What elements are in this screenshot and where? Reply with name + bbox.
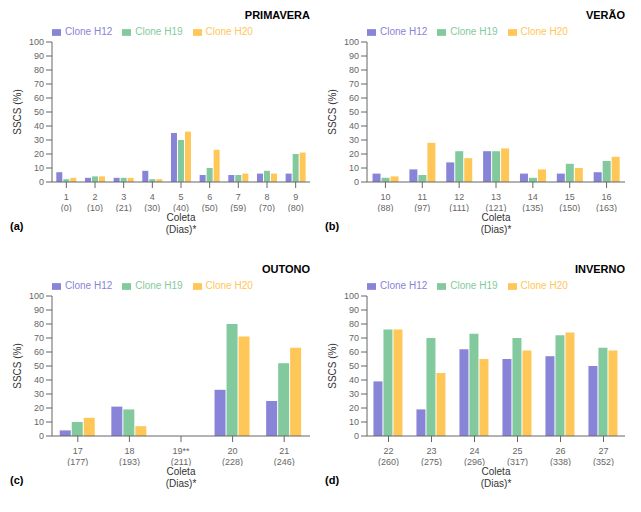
svg-text:10(88): 10(88) [377,192,393,212]
svg-text:10: 10 [349,417,359,427]
svg-text:80: 80 [34,319,44,329]
svg-text:20: 20 [34,403,44,413]
svg-text:14(135): 14(135) [522,192,543,212]
svg-text:0: 0 [39,431,44,441]
svg-text:100: 100 [29,291,44,301]
html-text:Coleta (Dias)*: Coleta (Dias)* [165,466,197,489]
svg-text:10: 10 [34,417,44,427]
svg-text:40: 40 [34,121,44,131]
html-text:Clone H12: Clone H12 [65,280,113,291]
svg-text:50: 50 [34,361,44,371]
html-text:Clone H19: Clone H19 [135,26,183,37]
svg-text:30: 30 [34,135,44,145]
svg-text:4(30): 4(30) [144,192,160,212]
svg-text:40: 40 [34,375,44,385]
svg-text:6(50): 6(50) [202,192,218,212]
svg-text:SSCS (%): SSCS (%) [12,89,23,135]
svg-text:27(352): 27(352) [593,446,614,466]
svg-text:90: 90 [349,51,359,61]
svg-text:30: 30 [349,389,359,399]
svg-text:5(40): 5(40) [173,192,189,212]
svg-text:60: 60 [34,93,44,103]
html-text:Clone H12: Clone H12 [380,280,428,291]
html-text:(b): (b) [325,220,339,232]
svg-text:18(193): 18(193) [119,446,140,466]
svg-text:13(121): 13(121) [485,192,506,212]
html-text:Clone H19: Clone H19 [450,26,498,37]
svg-text:30: 30 [34,389,44,399]
svg-text:10: 10 [34,163,44,173]
svg-text:9(80): 9(80) [288,192,304,212]
svg-text:20: 20 [34,149,44,159]
svg-text:26(338): 26(338) [550,446,571,466]
svg-text:25(317): 25(317) [507,446,528,466]
svg-text:21(246): 21(246) [274,446,295,466]
html-text:Coleta (Dias)*: Coleta (Dias)* [480,466,512,489]
svg-text:22(260): 22(260) [378,446,399,466]
svg-text:SSCS (%): SSCS (%) [327,89,338,135]
svg-text:24(296): 24(296) [464,446,485,466]
svg-text:0: 0 [354,177,359,187]
svg-text:11(97): 11(97) [414,192,430,212]
svg-text:23(275): 23(275) [421,446,442,466]
svg-text:SSCS (%): SSCS (%) [327,343,338,389]
html-text:Clone H20: Clone H20 [205,280,253,291]
svg-text:20: 20 [349,149,359,159]
svg-text:60: 60 [34,347,44,357]
svg-text:50: 50 [349,107,359,117]
svg-text:60: 60 [349,347,359,357]
svg-text:10: 10 [349,163,359,173]
svg-text:17(177): 17(177) [67,446,88,466]
svg-text:20: 20 [349,403,359,413]
svg-text:50: 50 [349,361,359,371]
html-text:Clone H19: Clone H19 [450,280,498,291]
svg-text:7(59): 7(59) [230,192,246,212]
svg-text:40: 40 [349,375,359,385]
html-text:INVERNO: INVERNO [574,263,625,275]
html-text:(d): (d) [325,474,339,486]
svg-text:3(21): 3(21) [116,192,132,212]
svg-text:90: 90 [34,51,44,61]
svg-text:70: 70 [349,333,359,343]
svg-text:70: 70 [34,79,44,89]
html-text:Clone H12: Clone H12 [65,26,113,37]
html-text:VERÃO: VERÃO [585,9,625,21]
html-text:Clone H20: Clone H20 [205,26,253,37]
svg-text:70: 70 [349,79,359,89]
svg-text:50: 50 [34,107,44,117]
svg-text:80: 80 [349,65,359,75]
svg-text:20(228): 20(228) [222,446,243,466]
html-text:OUTONO: OUTONO [261,263,310,275]
svg-text:100: 100 [344,37,359,47]
svg-text:15(150): 15(150) [559,192,580,212]
svg-text:30: 30 [349,135,359,145]
svg-text:8(70): 8(70) [259,192,275,212]
svg-text:19**(211): 19**(211) [171,446,191,466]
svg-text:0: 0 [39,177,44,187]
svg-text:90: 90 [34,305,44,315]
html-text:Coleta (Dias)*: Coleta (Dias)* [480,212,512,235]
html-text:(a): (a) [10,220,24,232]
html-text:Clone H19: Clone H19 [135,280,183,291]
html-text:(c): (c) [10,474,24,486]
svg-text:70: 70 [34,333,44,343]
svg-text:100: 100 [344,291,359,301]
svg-text:80: 80 [34,65,44,75]
svg-text:40: 40 [349,121,359,131]
svg-text:60: 60 [349,93,359,103]
svg-text:80: 80 [349,319,359,329]
svg-text:12(111): 12(111) [449,192,469,212]
svg-text:SSCS (%): SSCS (%) [12,343,23,389]
svg-text:2(10): 2(10) [87,192,103,212]
svg-text:90: 90 [349,305,359,315]
svg-text:16(163): 16(163) [596,192,617,212]
svg-text:1(0): 1(0) [61,192,72,212]
html-text:Coleta (Dias)*: Coleta (Dias)* [165,212,197,235]
html-text:Clone H12: Clone H12 [380,26,428,37]
html-text:Clone H20: Clone H20 [520,280,568,291]
svg-text:100: 100 [29,37,44,47]
svg-text:0: 0 [354,431,359,441]
html-text:PRIMAVERA: PRIMAVERA [244,9,310,21]
html-text:Clone H20: Clone H20 [520,26,568,37]
